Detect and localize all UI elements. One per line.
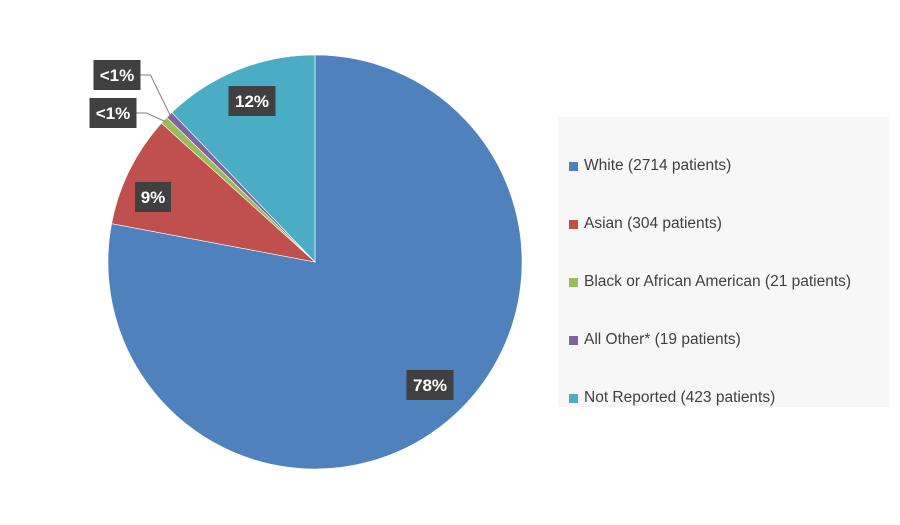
data-label-text-all-other: <1% [100, 66, 135, 85]
data-label-all-other: <1% [93, 60, 141, 90]
legend-item-white: White (2714 patients) [558, 137, 889, 195]
data-label-white: 78% [406, 370, 454, 400]
data-label-text-not-reported: 12% [235, 92, 269, 111]
legend-item-black: Black or African American (21 patients) [558, 253, 889, 311]
legend-label-black: Black or African American (21 patients) [584, 273, 852, 290]
data-label-not-reported: 12% [228, 86, 276, 116]
legend-swatch-white [569, 161, 578, 171]
data-label-text-black: <1% [96, 104, 131, 123]
data-label-text-asian: 9% [141, 188, 166, 207]
data-label-box-black [89, 98, 137, 128]
legend-swatch-black [569, 277, 578, 287]
data-label-text-white: 78% [413, 376, 447, 395]
data-label-box-asian [135, 182, 171, 212]
data-label-box-all-other [93, 60, 141, 90]
leader-line-all-other [140, 74, 172, 117]
data-label-box-white [406, 370, 454, 400]
data-label-black: <1% [89, 98, 137, 128]
legend-swatch-not-reported [569, 393, 578, 403]
legend-item-asian: Asian (304 patients) [558, 195, 889, 253]
legend-label-asian: Asian (304 patients) [584, 215, 722, 232]
pie-slice-white [107, 54, 523, 470]
leader-line-black [136, 112, 166, 123]
pie-slice-asian [111, 122, 316, 263]
legend-item-all-other: All Other* (19 patients) [558, 311, 889, 369]
data-label-asian: 9% [135, 182, 171, 212]
legend: White (2714 patients) Asian (304 patient… [558, 117, 889, 407]
pie-slice-not-reported [171, 54, 316, 263]
legend-swatch-asian [569, 219, 578, 229]
legend-swatch-all-other [569, 335, 578, 345]
legend-item-not-reported: Not Reported (423 patients) [558, 369, 889, 427]
leader-lines [136, 74, 172, 123]
pie-slices [107, 54, 523, 470]
data-label-box-not-reported [228, 86, 276, 116]
legend-label-not-reported: Not Reported (423 patients) [584, 389, 776, 406]
data-labels: 78% 9% <1% <1% 12% [89, 60, 454, 400]
legend-label-all-other: All Other* (19 patients) [584, 331, 741, 348]
legend-label-white: White (2714 patients) [584, 157, 732, 174]
